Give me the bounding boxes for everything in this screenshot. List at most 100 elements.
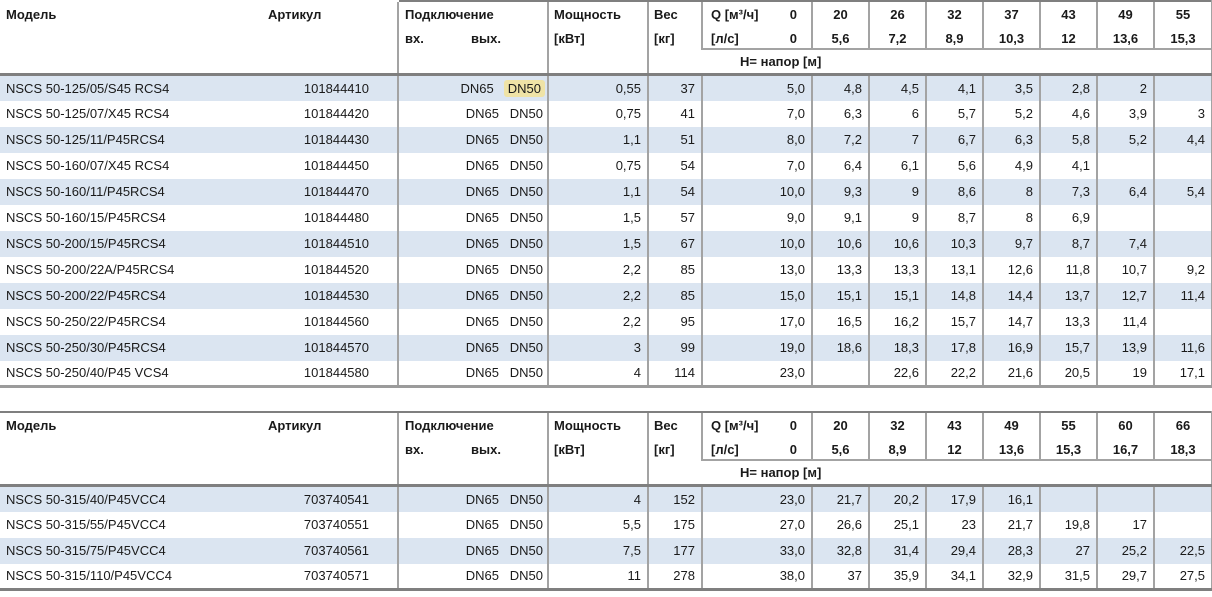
q-ls-label-row: [л/с] 0 — [711, 442, 797, 457]
col-header-q-flow: 55 15,3 — [1153, 0, 1212, 49]
connection-cell: DN65 DN50 — [397, 511, 548, 538]
table-row: NSCS 50-200/15/P45RCS4 101844510 DN65 DN50 1… — [0, 230, 1212, 257]
head-value-cell: 8,6 — [925, 178, 983, 205]
q-ls-value: 10,3 — [998, 31, 1025, 46]
head-value-cell: 12,6 — [982, 256, 1040, 283]
head-value-cell: 26,6 — [811, 511, 869, 538]
dn-outlet-value: DN50 — [509, 568, 543, 584]
head-value-cell: 3 — [1153, 100, 1212, 127]
power-cell: 4 — [547, 485, 648, 512]
head-value-cell: 14,4 — [982, 282, 1040, 309]
model-cell: NSCS 50-200/22A/P45RCS4 — [6, 262, 175, 277]
pump-spec-table: Модель Артикул Подключение вх. вых. Мощность [… — [0, 0, 1212, 388]
head-value-cell: 20,5 — [1039, 360, 1097, 388]
col-header-q-flow: 66 18,3 — [1153, 411, 1212, 460]
col-header-q-flow: 43 12 — [925, 411, 983, 460]
head-value-cell: 13,7 — [1039, 282, 1097, 309]
head-value-cell: 10,7 — [1096, 256, 1154, 283]
q-m3h-value: 66 — [1175, 418, 1191, 433]
head-value-cell — [1153, 511, 1212, 538]
artikul-cell: 703740571 — [265, 563, 398, 591]
model-cell: NSCS 50-125/05/S45 RCS4 — [6, 80, 170, 96]
head-value-cell: 29,7 — [1096, 563, 1154, 591]
col-header-q-flow: 32 8,9 — [925, 0, 983, 49]
q-m3h-unit-label: Q [м³/ч] — [711, 7, 759, 22]
head-value-cell: 16,2 — [868, 308, 926, 335]
dn-inlet-value: DN65 — [465, 236, 499, 251]
q-m3h-label-row: Q [м³/ч] 0 — [711, 3, 797, 22]
q-ls-value: 16,7 — [1112, 442, 1139, 457]
head-value-cell: 27,5 — [1153, 563, 1212, 591]
connection-cell: DN65 DN50 — [397, 100, 548, 127]
weight-cell: 177 — [647, 537, 702, 564]
dn-outlet-value: DN50 — [509, 491, 543, 507]
connection-cell: DN65 DN50 — [397, 126, 548, 153]
head-value-cell: 2 — [1096, 74, 1154, 101]
head-value-cell: 17,9 — [925, 485, 983, 512]
q-ls-value: 5,6 — [831, 31, 850, 46]
dn-outlet-value: DN50 — [509, 184, 543, 199]
model-cell: NSCS 50-160/07/X45 RCS4 — [6, 158, 170, 173]
head-value-cell: 8,7 — [1039, 230, 1097, 257]
head-value-cell — [1096, 152, 1154, 179]
model-cell: NSCS 50-315/110/P45VCC4 — [0, 563, 265, 591]
head-value-cell: 25,1 — [868, 511, 926, 538]
dn-inlet-value: DN65 — [465, 543, 499, 558]
col-header-model: Модель — [0, 1, 265, 76]
weight-cell: 95 — [647, 308, 702, 335]
head-value-cell: 2,8 — [1039, 74, 1097, 101]
head-value-cell — [1153, 230, 1212, 257]
head-value-cell: 19 — [1096, 360, 1154, 388]
table-row: NSCS 50-250/22/P45RCS4 101844560 DN65 DN50 2… — [0, 308, 1212, 335]
header-row-main: Модель Артикул Подключение вх. вых. Мощность [… — [0, 411, 1212, 487]
power-cell: 11 — [547, 563, 648, 591]
head-value-cell: 6,3 — [982, 126, 1040, 153]
head-value-cell: 38,0 — [701, 563, 812, 591]
model-cell: NSCS 50-125/07/X45 RCS4 — [6, 106, 170, 121]
power-cell: 0,75 — [547, 152, 648, 179]
head-value-cell: 35,9 — [868, 563, 926, 591]
conn-outlet-label: вых. — [471, 31, 501, 46]
head-value-cell: 17,0 — [701, 308, 812, 335]
q-zero-ls-value: 0 — [789, 442, 797, 457]
head-value-cell: 11,4 — [1153, 282, 1212, 309]
artikul-cell: 101844470 — [303, 184, 369, 199]
head-value-cell: 27,0 — [701, 511, 812, 538]
dn-inlet-value: DN65 — [465, 288, 499, 303]
q-zero-m3h-value: 0 — [789, 7, 797, 22]
weight-cell: 41 — [647, 100, 702, 127]
power-cell: 3 — [547, 334, 648, 361]
head-value-cell: 10,6 — [811, 230, 869, 257]
head-value-cell: 11,6 — [1153, 334, 1212, 361]
power-cell: 0,75 — [547, 100, 648, 127]
q-ls-value: 12 — [1061, 31, 1076, 46]
q-ls-unit-label: [л/с] — [711, 31, 739, 46]
head-value-cell: 8,7 — [925, 204, 983, 231]
q-m3h-value: 20 — [833, 418, 848, 433]
q-m3h-value: 32 — [947, 7, 962, 22]
head-value-cell: 19,0 — [701, 334, 812, 361]
q-zero-ls-value: 0 — [789, 31, 797, 46]
table-row: NSCS 50-315/110/P45VCC4 703740571 DN65 DN50… — [0, 563, 1212, 591]
col-header-q-flow: 37 10,3 — [982, 0, 1040, 49]
head-value-cell: 32,8 — [811, 537, 869, 564]
model-cell: NSCS 50-250/40/P45 VCS4 — [0, 360, 265, 388]
head-value-cell: 31,4 — [868, 537, 926, 564]
dn-outlet-value: DN50 — [509, 517, 543, 532]
head-value-cell: 7,0 — [701, 152, 812, 179]
table-row: NSCS 50-160/15/P45RCS4 101844480 DN65 DN50 1… — [0, 204, 1212, 231]
table-row: NSCS 50-160/11/P45RCS4 101844470 DN65 DN50 1… — [0, 178, 1212, 205]
q-m3h-value: 49 — [1118, 7, 1133, 22]
dn-inlet-value: DN65 — [465, 262, 499, 277]
dn-inlet-value: DN65 — [460, 80, 494, 96]
col-header-q-flow: 49 13,6 — [1096, 0, 1154, 49]
header-row-main: Модель Артикул Подключение вх. вых. Мощность [… — [0, 0, 1212, 76]
head-value-cell: 5,2 — [1096, 126, 1154, 153]
dn-inlet-value: DN65 — [465, 106, 499, 121]
table-row: NSCS 50-200/22A/P45RCS4 101844520 DN65 DN50… — [0, 256, 1212, 283]
col-header-q-flow: 26 7,2 — [868, 0, 926, 49]
head-value-cell: 7,4 — [1096, 230, 1154, 257]
q-ls-value: 13,6 — [998, 442, 1025, 457]
artikul-cell: 101844580 — [265, 360, 398, 388]
